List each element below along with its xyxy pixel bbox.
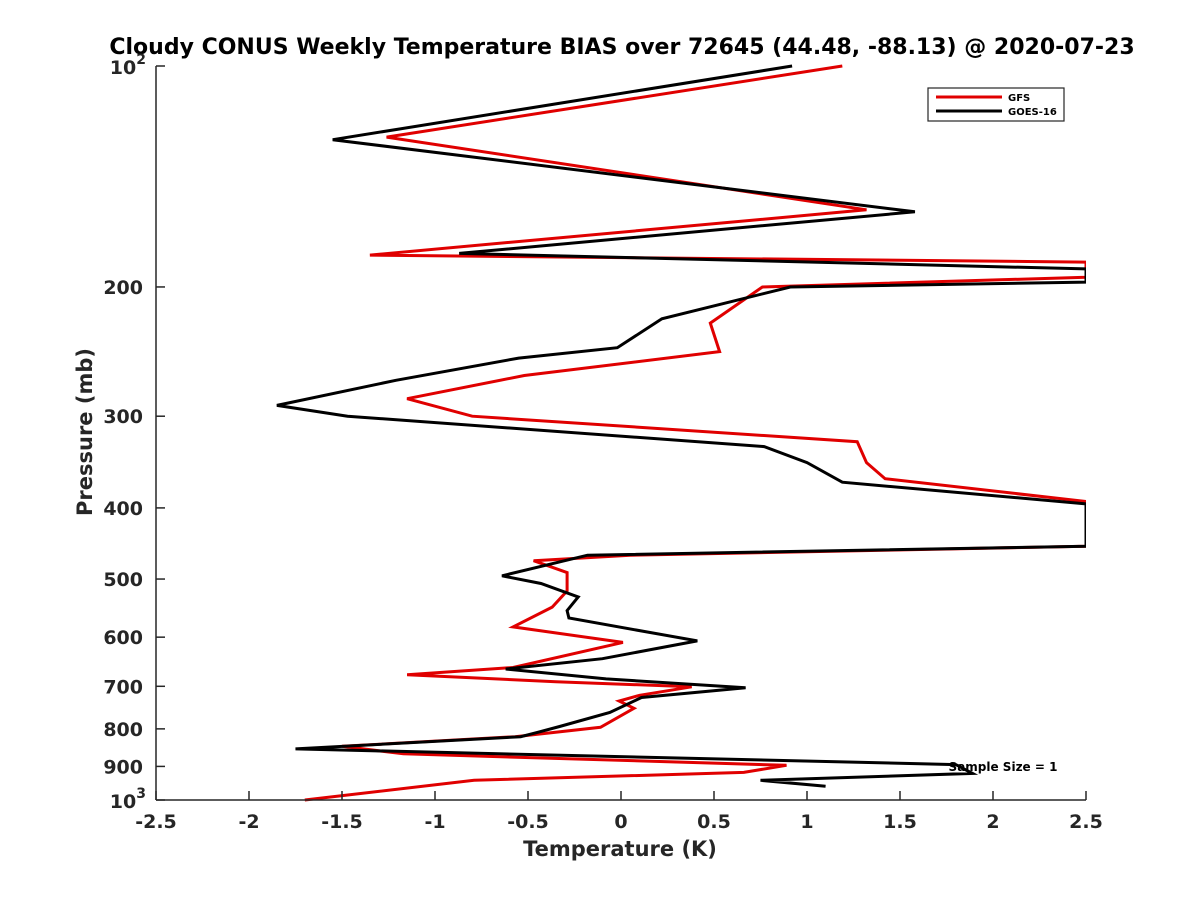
x-tick-label: -1.5 — [321, 811, 363, 833]
x-tick-label: -2 — [238, 811, 259, 833]
axes-layer: -2.5 -2 -1.5 -1 -0.5 0 0.5 1 1.5 2 2.5 102 200 300 400… — [103, 52, 1103, 833]
x-axis-title: Temperature (K) — [523, 837, 717, 861]
x-tick-label: -2.5 — [135, 811, 177, 833]
legend: GFS GOES-16 — [927, 87, 1065, 122]
x-tick-label: -0.5 — [507, 811, 549, 833]
y-tick-label: 900 — [103, 756, 143, 778]
y-tick-label: 400 — [103, 498, 143, 520]
x-tick-label: -1 — [424, 811, 445, 833]
chart-title: Cloudy CONUS Weekly Temperature BIAS ove… — [109, 35, 1134, 60]
series-line-goes-16 — [276, 64, 1086, 788]
legend-box — [927, 87, 1065, 122]
legend-label: GOES-16 — [1008, 107, 1057, 118]
y-tick-label: 102 — [110, 52, 146, 79]
y-tick-label: 700 — [103, 676, 143, 698]
y-tick-label: 200 — [103, 277, 143, 299]
x-tick-label: 2 — [986, 811, 999, 833]
x-tick-label: 0 — [614, 811, 627, 833]
x-tick-label: 2.5 — [1069, 811, 1103, 833]
legend-label: GFS — [1008, 93, 1030, 104]
y-tick-label: 800 — [103, 719, 143, 741]
x-tick-label: 1 — [800, 811, 813, 833]
sample-size-annotation: Sample Size = 1 — [949, 760, 1058, 774]
x-tick-label: 1.5 — [883, 811, 917, 833]
y-tick-label: 600 — [103, 627, 143, 649]
y-tick-label: 103 — [110, 786, 146, 813]
y-tick-label: 500 — [103, 569, 143, 591]
y-tick-label: 300 — [103, 406, 143, 428]
x-tick-label: 0.5 — [697, 811, 731, 833]
y-axis-title: Pressure (mb) — [73, 348, 97, 516]
series-layer — [276, 64, 1086, 802]
series-line-gfs — [304, 64, 1086, 802]
